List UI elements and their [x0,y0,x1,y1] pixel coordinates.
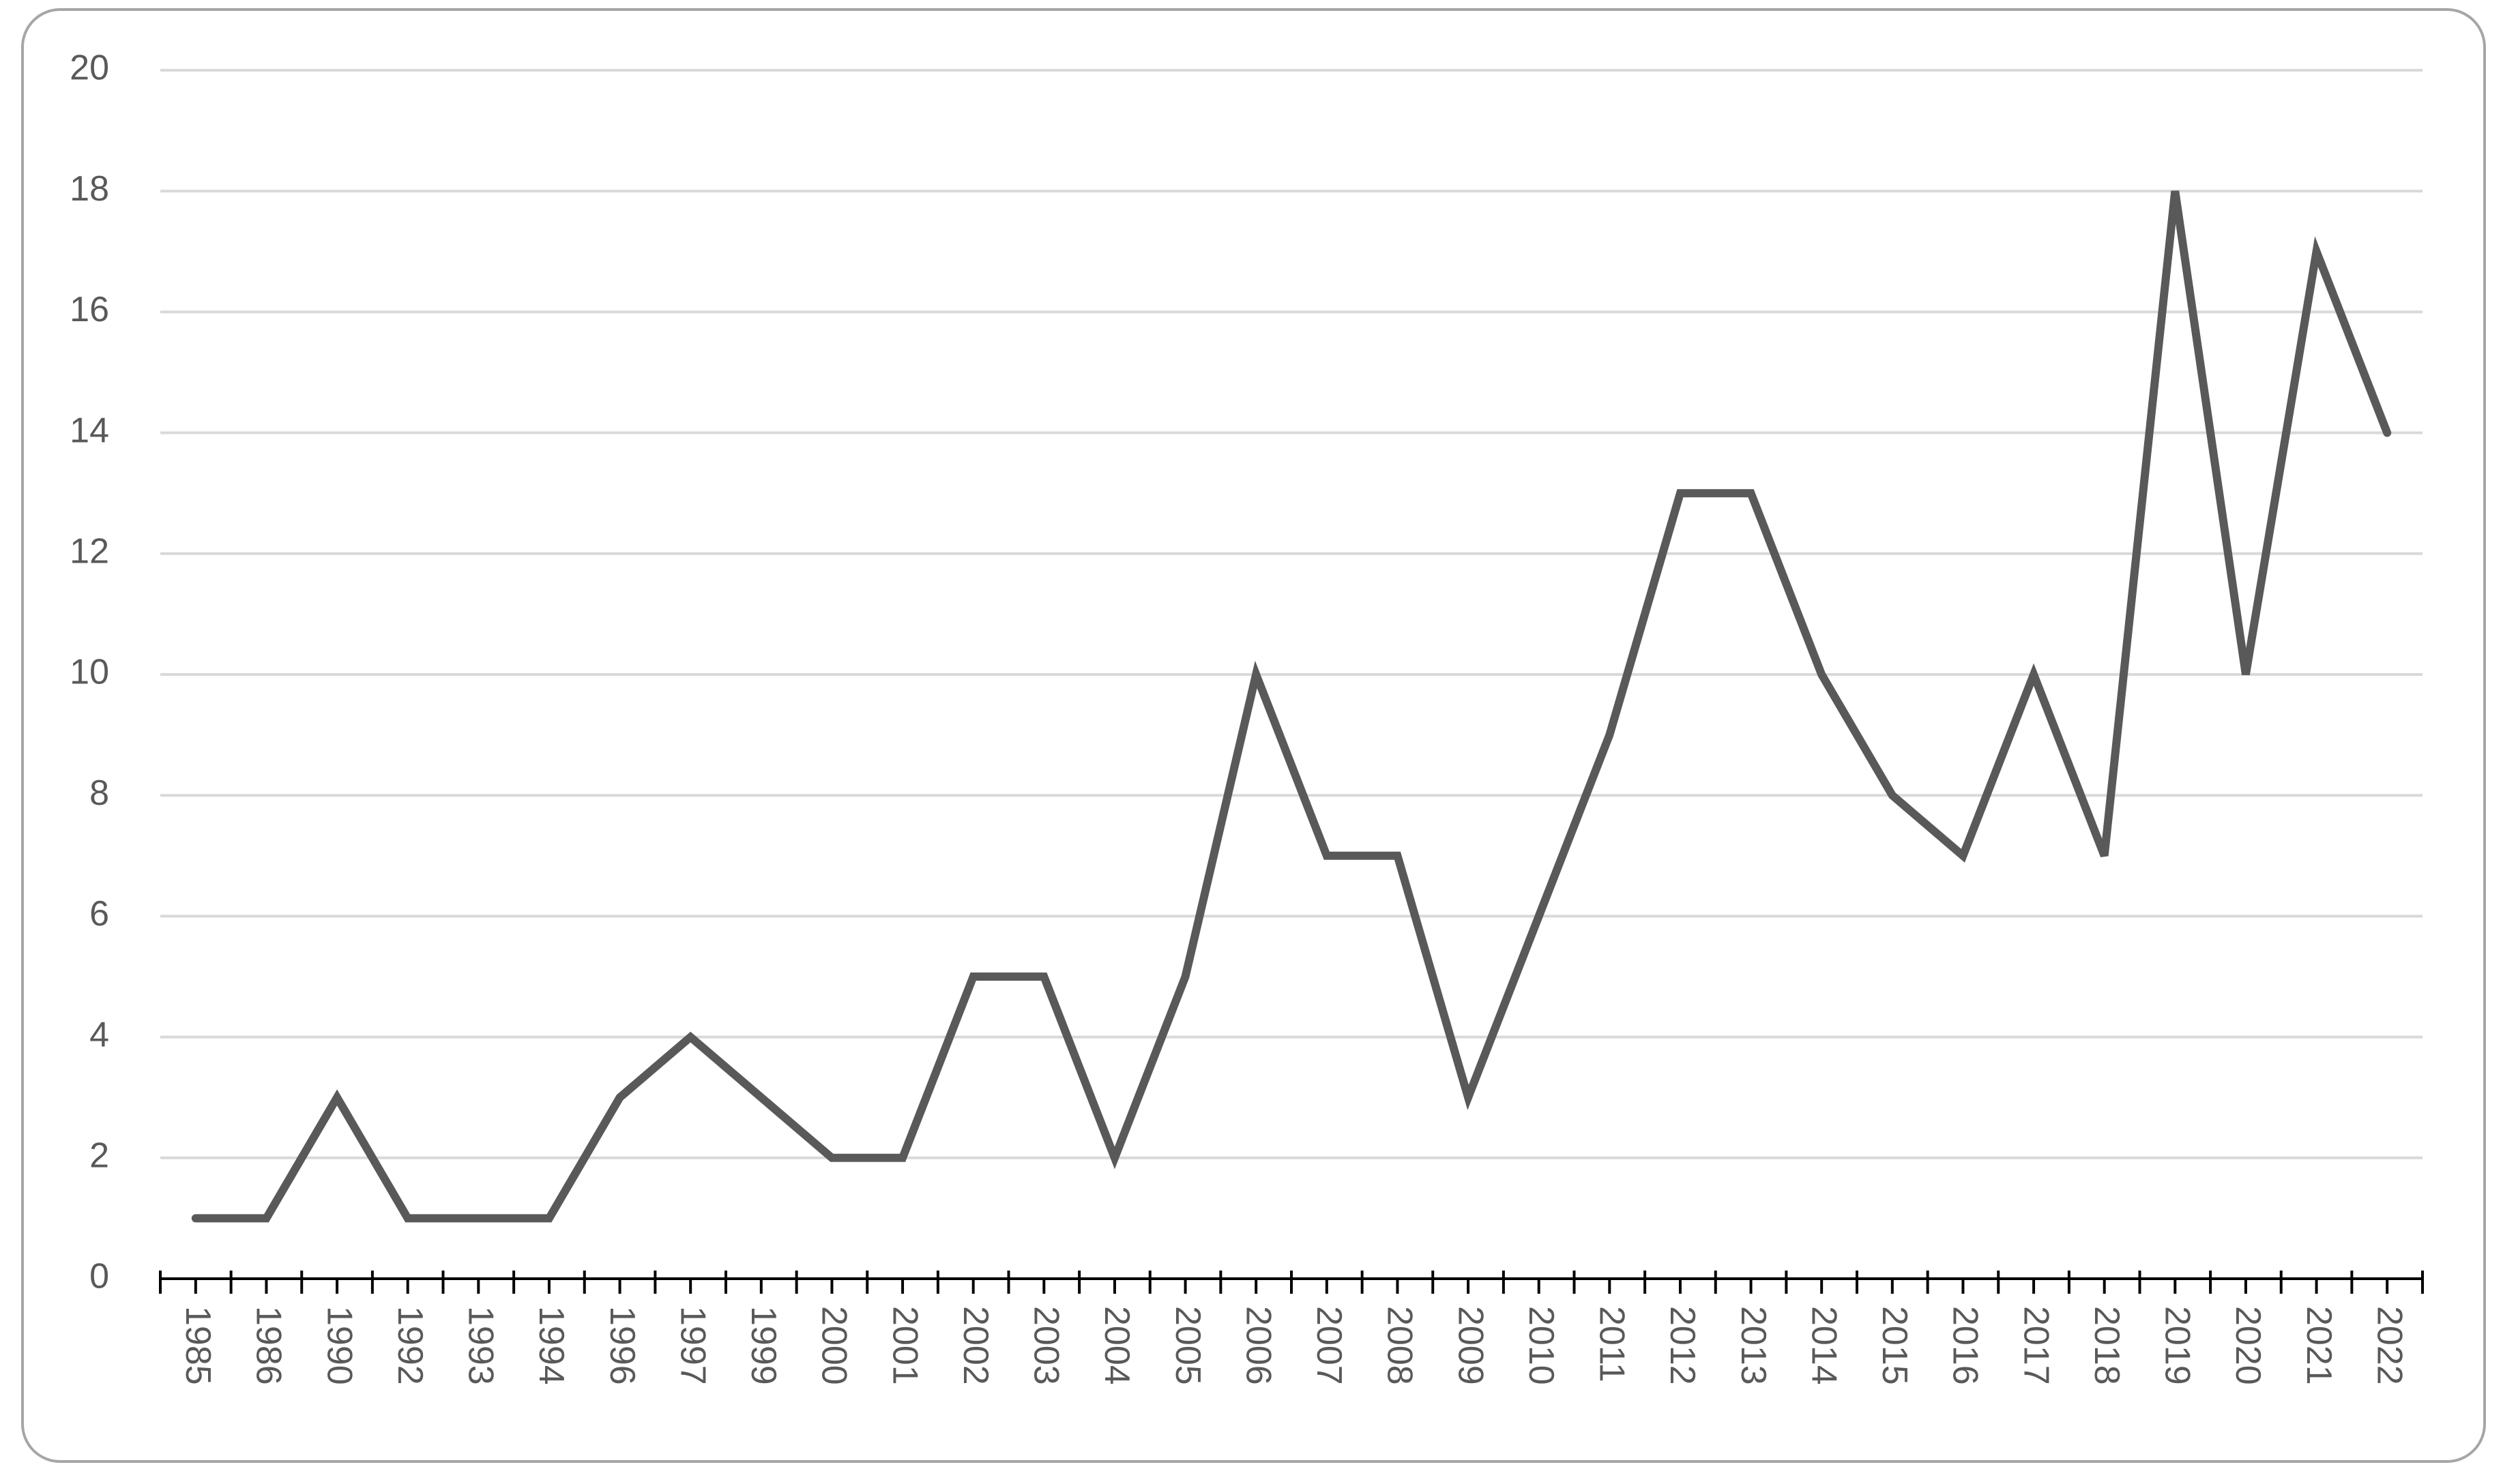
x-tick-label: 2007 [1309,1306,1349,1385]
x-tick-label: 2018 [2087,1306,2126,1385]
x-tick-label: 1985 [178,1306,218,1385]
y-tick-label: 20 [70,48,109,88]
x-tick-label: 1996 [602,1306,642,1385]
data-line [191,190,2392,1223]
chart-frame [21,8,2486,1463]
y-tick-label: 0 [89,1257,109,1296]
y-tick-label: 18 [70,169,109,209]
x-tick-label: 1994 [531,1306,571,1385]
y-tick-label: 16 [70,290,109,329]
x-tick-label: 2014 [1804,1306,1843,1385]
y-tick-label: 10 [70,653,109,692]
x-tick-label: 2019 [2158,1306,2197,1385]
x-tick-label: 1993 [461,1306,501,1385]
x-tick-label: 2003 [1027,1306,1066,1385]
x-tick-label: 2020 [2228,1306,2268,1385]
x-tick-label: 2022 [2369,1306,2409,1385]
x-tick-label: 1997 [673,1306,712,1385]
x-tick-label: 2013 [1733,1306,1773,1385]
x-tick-label: 2010 [1521,1306,1561,1385]
y-tick-label: 4 [89,1015,109,1054]
y-tick-label: 6 [89,894,109,934]
x-tick-label: 2015 [1875,1306,1914,1385]
x-tick-label: 2012 [1663,1306,1702,1385]
y-tick-label: 12 [70,532,109,572]
x-tick-label: 1999 [744,1306,783,1385]
x-tick-label: 1992 [390,1306,430,1385]
x-tick-label: 2011 [1592,1306,1632,1382]
y-tick-label: 2 [89,1136,109,1176]
x-tick-label: 2004 [1097,1306,1137,1385]
x-tick-label: 2005 [1168,1306,1207,1385]
x-tick-label: 2002 [956,1306,995,1385]
x-tick-label: 1986 [249,1306,289,1385]
x-tick-label: 2008 [1380,1306,1420,1385]
x-tick-label: 2009 [1450,1306,1490,1385]
x-tick-label: 2017 [2016,1306,2055,1385]
x-tick-label: 1990 [319,1306,359,1385]
x-tick-label: 2000 [815,1306,854,1385]
x-tick-label: 2001 [885,1306,924,1385]
y-tick-label: 8 [89,773,109,813]
x-tick-label: 2016 [1946,1306,1985,1385]
x-tick-label: 2021 [2299,1306,2339,1385]
y-tick-label: 14 [70,411,109,450]
x-tick-label: 2006 [1238,1306,1278,1385]
